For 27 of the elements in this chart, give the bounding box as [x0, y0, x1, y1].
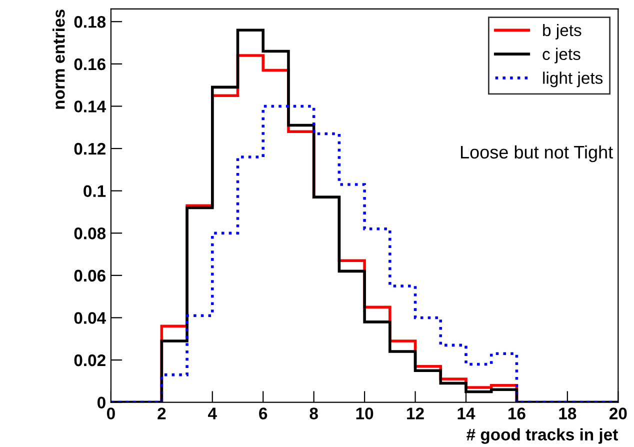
y-tick-label: 0.16 — [74, 58, 106, 70]
x-tick-label: 8 — [310, 408, 318, 420]
y-tick-label: 0.08 — [74, 228, 106, 240]
x-tick-label: 14 — [458, 408, 476, 420]
y-tick-label: 0.02 — [74, 354, 106, 366]
y-axis-title: norm entries — [52, 10, 65, 109]
x-tick-label: 18 — [559, 408, 576, 420]
x-tick-label: 10 — [356, 408, 374, 420]
x-tick-label: 6 — [259, 408, 268, 420]
y-tick-label: 0 — [97, 396, 106, 409]
legend-label: light jets — [543, 72, 603, 88]
y-tick-label: 0.06 — [74, 270, 106, 282]
y-tick-label: 0.18 — [74, 16, 106, 28]
x-tick-label: 20 — [609, 408, 627, 420]
x-tick-label: 0 — [106, 408, 115, 420]
x-tick-label: 16 — [508, 408, 526, 420]
legend-label: c jets — [542, 48, 580, 64]
annotation: Loose but not Tight — [460, 145, 613, 162]
x-tick-label: 2 — [158, 408, 166, 420]
y-tick-label: 0.04 — [74, 312, 106, 324]
y-tick-label: 0.14 — [74, 100, 106, 112]
x-tick-label: 4 — [208, 408, 217, 420]
y-tick-label: 0.1 — [84, 185, 106, 198]
x-axis-title: # good tracks in jet — [466, 428, 618, 444]
x-tick-label: 12 — [407, 408, 424, 420]
y-tick-label: 0.12 — [74, 142, 106, 155]
legend-label: b jets — [543, 24, 582, 40]
